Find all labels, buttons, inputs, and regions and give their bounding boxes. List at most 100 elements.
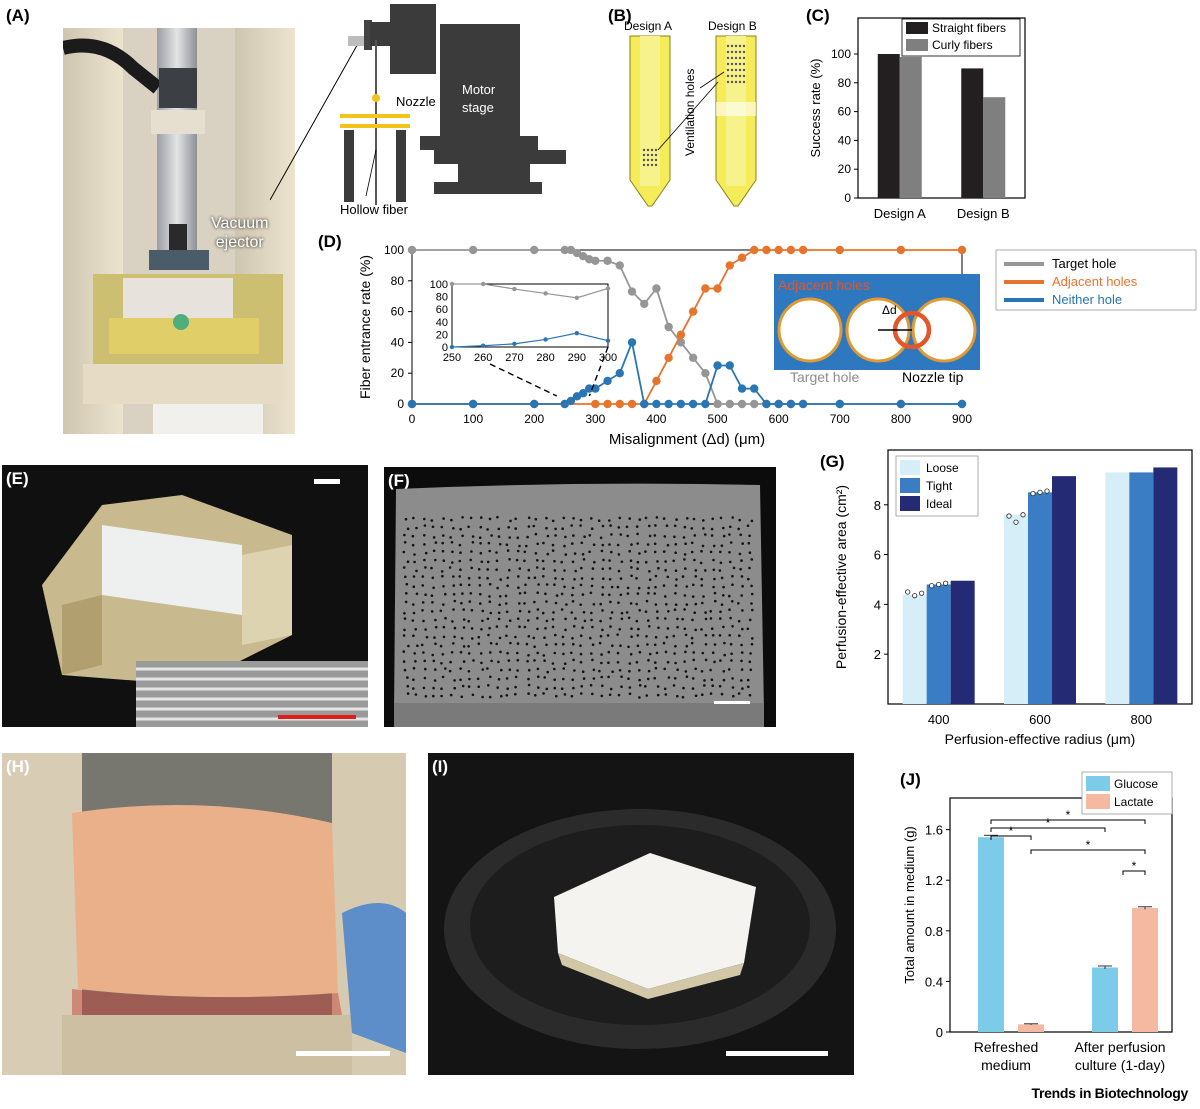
significance-star: * (1046, 816, 1051, 830)
fiber-channel-dot (673, 608, 677, 611)
fiber-channel-dot (423, 676, 427, 680)
fiber-channel-dot (719, 659, 722, 662)
fiber-channel-dot (664, 595, 667, 598)
fiber-channel-dot (551, 519, 555, 523)
fiber-channel-dot (570, 524, 573, 527)
fiber-channel-dot (700, 549, 703, 553)
fiber-channel-dot (601, 524, 605, 528)
fiber-channel-dot (728, 634, 731, 637)
fiber-channel-dot (479, 602, 482, 605)
fiber-channel-dot (638, 650, 642, 654)
fiber-channel-dot (414, 693, 418, 696)
fiber-channel-dot (607, 650, 611, 654)
fiber-channel-dot (746, 678, 750, 682)
fiber-channel-dot (453, 686, 456, 690)
fiber-channel-dot (406, 560, 410, 563)
replicate-point (936, 581, 942, 588)
fiber-channel-dot (748, 660, 752, 664)
fiber-channel-dot (527, 635, 531, 638)
fiber-channel-dot (536, 667, 540, 671)
fiber-channel-dot (644, 610, 648, 613)
fiber-channel-dot (422, 651, 425, 654)
fiber-channel-dot (523, 602, 526, 605)
fiber-channel-dot (508, 619, 512, 622)
fiber-channel-dot (411, 543, 415, 547)
fiber-channel-dot (674, 592, 677, 595)
fiber-channel-dot (645, 635, 648, 638)
fiber-channel-dot (546, 552, 550, 556)
fiber-channel-dot (403, 533, 406, 537)
fiber-channel-dot (590, 618, 593, 622)
motor-mount (390, 4, 436, 74)
significance-star: * (1066, 808, 1071, 822)
inset-y-tick-label: 100 (430, 279, 448, 291)
legend-label: Target hole (1052, 256, 1116, 271)
fiber-channel-dot (516, 669, 519, 672)
point-adjacent-holes (725, 261, 734, 270)
point-target-hole (664, 322, 673, 332)
fiber-channel-dot (460, 695, 464, 699)
fiber-channel-dot (495, 642, 498, 646)
point-neither-hole (664, 399, 673, 409)
fiber-channel-dot (527, 568, 531, 572)
x-axis-label: Misalignment (Δd) (μm) (609, 431, 765, 448)
fiber-channel-dot (534, 532, 538, 536)
fiber-channel-dot (488, 600, 492, 603)
fiber-channel-dot (636, 567, 639, 570)
legend-swatch (900, 460, 920, 475)
fiber-channel-dot (514, 635, 517, 639)
fiber-channel-dot (704, 569, 707, 572)
fiber-channel-dot (731, 583, 734, 586)
fiber-channel-dot (536, 591, 539, 594)
fiber-channel-dot (609, 617, 612, 620)
fiber-channel-dot (467, 583, 471, 587)
legend: Straight fibers Curly fibers (901, 18, 1021, 57)
inset-line-target-hole (452, 283, 609, 299)
point-neither-hole (676, 399, 686, 409)
fiber-channel-dot (412, 678, 415, 681)
fiber-channel-dot (478, 536, 482, 539)
fiber-channel-dot (617, 693, 621, 697)
fiber-channel-dot (516, 617, 520, 620)
fiber-channel-dot (676, 668, 679, 671)
fiber-channel-dot (619, 533, 623, 536)
fiber-channel-dot (536, 559, 539, 562)
x-tick-label: Design A (874, 206, 926, 221)
fiber-channel-dot (674, 644, 677, 648)
point-target-hole (591, 256, 600, 265)
fiber-channel-dot (471, 541, 475, 544)
fiber-channel-dot (647, 619, 650, 622)
fiber-channel-dot (402, 634, 406, 637)
fiber-channel-dot (514, 685, 517, 689)
point-neither-hole (640, 399, 649, 409)
fiber-channel-dot (591, 577, 594, 581)
y-tick-label: 0 (397, 397, 404, 411)
fiber-channel-dot (704, 533, 707, 536)
fiber-channel-dot (411, 619, 415, 622)
fiber-channel-dot (713, 643, 717, 646)
fiber-channel-dot (467, 652, 471, 655)
fiber-channel-dot (714, 599, 717, 603)
fiber-channel-dot (579, 603, 582, 606)
fiber-channel-dot (685, 585, 689, 588)
fiber-channel-dot (527, 525, 531, 528)
fiber-channel-dot (489, 675, 492, 679)
fiber-channel-dot (545, 619, 549, 623)
fiber-channel-dot (683, 558, 686, 561)
fiber-channel-dot (480, 560, 484, 564)
fiber-channel-dot (479, 592, 482, 596)
fiber-channel-dot (571, 586, 575, 590)
fiber-channel-dot (737, 619, 741, 623)
fiber-channel-dot (694, 569, 698, 572)
bar-glucose (978, 837, 1004, 1032)
fiber-channel-dot (498, 595, 502, 598)
fiber-channel-dot (536, 627, 539, 631)
design-b-band (716, 102, 756, 116)
fiber-channel-dot (722, 678, 726, 682)
fiber-channel-dot (498, 636, 502, 640)
fiber-channel-dot (527, 654, 530, 657)
inset-y-tick-label: 20 (436, 329, 448, 341)
fiber-channel-dot (422, 619, 425, 623)
fiber-channel-dot (656, 616, 659, 620)
fiber-channel-dot (601, 567, 605, 571)
